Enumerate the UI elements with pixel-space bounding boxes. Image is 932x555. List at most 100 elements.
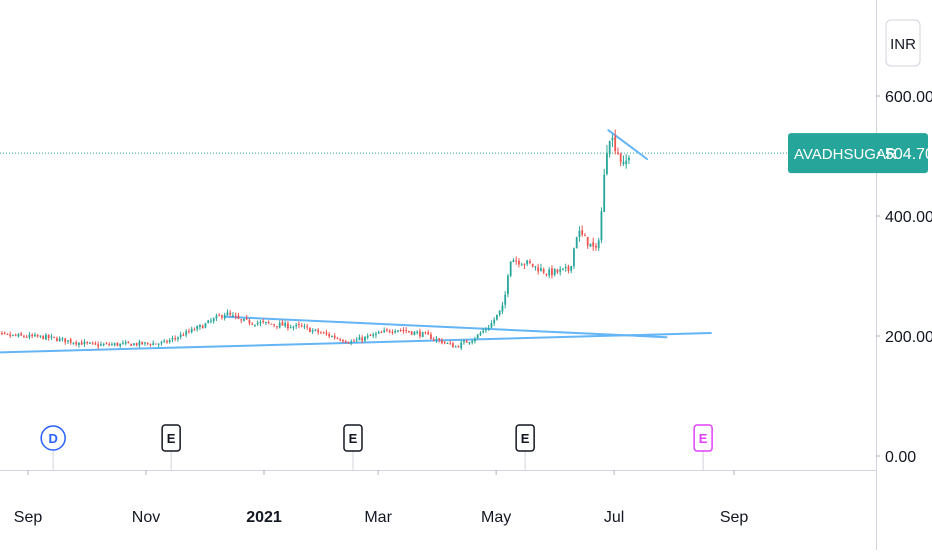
candle-body (191, 329, 193, 332)
candle-body (397, 330, 399, 331)
candle-body (224, 315, 226, 318)
candle-body (364, 337, 366, 341)
plot-background[interactable] (0, 0, 876, 470)
candle-body (320, 333, 322, 334)
candle-body (570, 266, 572, 271)
currency-badge[interactable]: INR (886, 20, 920, 66)
event-label: E (167, 431, 176, 446)
candle-body (471, 341, 473, 343)
candle-body (447, 343, 449, 344)
candle-body (353, 341, 355, 342)
y-tick: 600.00 (876, 89, 932, 106)
candle-body (573, 248, 575, 266)
candle-body (502, 305, 504, 311)
candle-body (103, 344, 105, 345)
y-tick-label: 0.00 (885, 449, 916, 466)
candle-body (235, 316, 237, 317)
candle-body (216, 316, 218, 319)
candle-body (48, 335, 50, 338)
candle-body (78, 343, 80, 345)
candle-body (119, 344, 121, 346)
candle-body (312, 330, 314, 331)
candle-body (238, 316, 240, 319)
candle-body (180, 335, 182, 337)
candle-body (422, 332, 424, 337)
x-tick-label: 2021 (246, 509, 282, 526)
candle-body (548, 269, 550, 275)
candle-body (348, 343, 350, 344)
candle-body (51, 336, 53, 337)
candle-body (150, 344, 152, 345)
candle-body (482, 331, 484, 333)
candle-body (529, 261, 531, 263)
candle-body (9, 334, 11, 336)
candle-body (581, 230, 583, 235)
x-tick-label: Jul (604, 509, 624, 526)
candle-body (584, 235, 586, 236)
candle-body (623, 162, 625, 164)
candle-body (45, 335, 47, 340)
event-label: E (699, 431, 708, 446)
candle-body (282, 322, 284, 326)
candle-body (177, 337, 179, 339)
candle-body (359, 337, 361, 340)
candle-body (612, 138, 614, 141)
candle-body (268, 322, 270, 323)
event-label: E (349, 431, 358, 446)
candle-body (436, 339, 438, 340)
currency-label: INR (890, 36, 916, 53)
candle-body (350, 341, 352, 342)
event-label: E (521, 431, 530, 446)
candle-body (389, 331, 391, 332)
candle (510, 261, 512, 277)
candle-body (287, 324, 289, 329)
candle-body (455, 347, 457, 348)
candle-body (89, 343, 91, 344)
event-label: D (48, 431, 57, 446)
candle (42, 335, 44, 339)
candle-body (136, 343, 138, 345)
candle-body (510, 262, 512, 276)
candle-body (246, 318, 248, 319)
candle-body (254, 325, 256, 326)
candle-body (155, 344, 157, 345)
candle-body (334, 336, 336, 338)
candle-body (603, 175, 605, 212)
candle-body (276, 326, 278, 327)
candle-body (430, 334, 432, 339)
candle-body (306, 326, 308, 327)
candle-body (444, 342, 446, 343)
candle-body (97, 344, 99, 346)
candle-body (416, 332, 418, 333)
candle-body (337, 338, 339, 339)
candle-body (42, 336, 44, 339)
candle-body (345, 341, 347, 342)
candle-body (279, 323, 281, 328)
candle-body (315, 330, 317, 331)
candle-body (576, 237, 578, 248)
candle-body (392, 332, 394, 333)
candle-body (227, 313, 229, 316)
candle-body (262, 321, 264, 322)
candle-body (441, 340, 443, 343)
candle-body (425, 332, 427, 333)
y-tick: 400.00 (876, 209, 932, 226)
plot-area[interactable] (0, 0, 877, 550)
candle-body (144, 342, 146, 343)
candle-body (452, 343, 454, 347)
candle-body (260, 322, 262, 323)
candle-body (449, 343, 451, 344)
candle-body (469, 342, 471, 343)
candle (155, 344, 157, 345)
candle-body (537, 267, 539, 271)
candle-body (100, 344, 102, 345)
candle-body (414, 332, 416, 335)
candle-body (183, 335, 185, 336)
x-tick: Nov (132, 470, 160, 526)
candle-body (554, 269, 556, 275)
candle-body (1, 333, 3, 334)
